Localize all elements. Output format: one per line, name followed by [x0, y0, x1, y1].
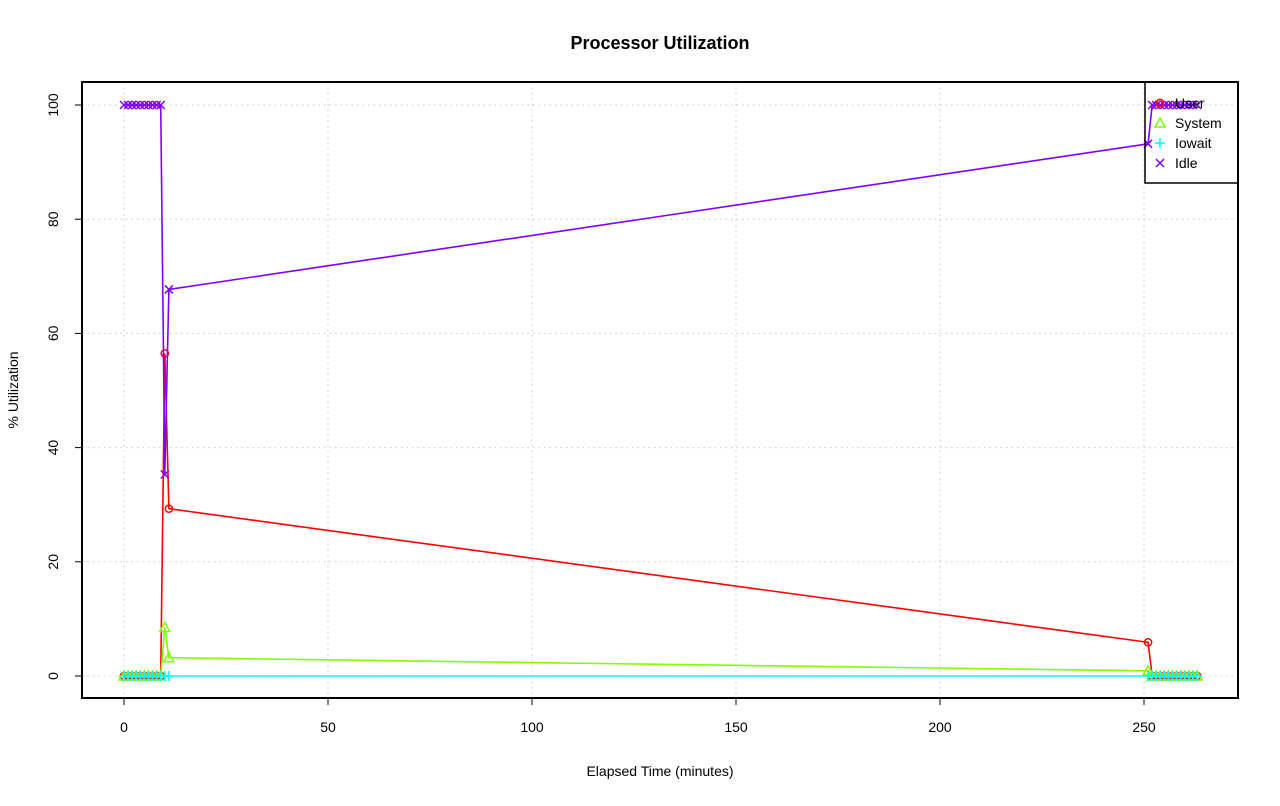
- legend-marker-user: [1155, 98, 1165, 108]
- data-point-user: [1143, 637, 1153, 647]
- data-point-idle: [143, 100, 154, 110]
- data-point-user: [160, 349, 170, 358]
- data-point-idle: [139, 100, 149, 110]
- legend-label-system: System: [1175, 115, 1222, 131]
- y-tick-label: 80: [45, 211, 61, 227]
- data-point-iowait: [1192, 671, 1203, 681]
- y-tick-label: 100: [45, 93, 61, 117]
- data-point-idle: [1172, 100, 1182, 110]
- data-point-idle: [123, 100, 133, 110]
- y-tick-label: 0: [45, 672, 61, 680]
- data-point-idle: [127, 100, 137, 110]
- series-line-user: [124, 353, 1198, 677]
- series-iowait: [119, 671, 1203, 681]
- legend-label-user: User: [1175, 95, 1205, 111]
- grid: [82, 82, 1238, 698]
- series-line-system: [124, 627, 1198, 677]
- data-point-idle: [1176, 100, 1186, 110]
- legend-label-iowait: Iowait: [1175, 135, 1212, 151]
- x-tick-label: 150: [724, 719, 748, 735]
- data-point-user: [164, 504, 174, 514]
- series-idle: [119, 100, 1202, 479]
- legend-box: [1144, 81, 1239, 184]
- data-point-idle: [135, 100, 145, 110]
- y-tick-label: 20: [45, 554, 61, 570]
- plot-frame: [81, 81, 1239, 699]
- data-point-idle: [1188, 100, 1198, 110]
- legend-marker-idle: [1155, 158, 1165, 168]
- data-point-idle: [160, 469, 170, 479]
- data-point-idle: [152, 100, 162, 110]
- data-point-idle: [1180, 100, 1190, 110]
- data-point-idle: [1184, 100, 1194, 110]
- series-line-idle: [124, 104, 1198, 475]
- data-point-system: [162, 651, 176, 663]
- chart-title: Processor Utilization: [570, 33, 749, 53]
- x-tick-label: 0: [120, 719, 128, 735]
- x-tick-label: 50: [320, 719, 336, 735]
- legend: User System Iowait Idle: [1144, 81, 1239, 184]
- series-group: [117, 100, 1204, 681]
- legend-label-idle: Idle: [1175, 155, 1198, 171]
- data-point-idle: [156, 100, 166, 110]
- data-point-idle: [1147, 100, 1157, 110]
- x-tick-label: 250: [1132, 719, 1156, 735]
- data-point-idle: [1168, 100, 1178, 110]
- axes: 0 50 100 150 200 250 0 20 40 60 80 100: [45, 93, 1156, 735]
- data-point-idle: [1159, 100, 1169, 110]
- y-tick-label: 40: [45, 440, 61, 456]
- data-point-idle: [1163, 100, 1174, 110]
- series-user: [119, 349, 1202, 681]
- x-tick-label: 100: [520, 719, 544, 735]
- x-axis-label: Elapsed Time (minutes): [586, 763, 733, 779]
- x-tick-label: 200: [928, 719, 952, 735]
- y-axis-label: % Utilization: [5, 351, 21, 428]
- legend-marker-system: [1153, 116, 1167, 128]
- data-point-iowait: [163, 671, 174, 681]
- series-system: [117, 620, 1204, 681]
- data-point-system: [158, 620, 172, 633]
- y-tick-label: 60: [45, 325, 61, 341]
- data-point-idle: [131, 100, 141, 110]
- data-point-idle: [164, 284, 174, 294]
- data-point-idle: [119, 100, 129, 110]
- legend-marker-iowait: [1155, 138, 1165, 148]
- data-point-idle: [1192, 100, 1202, 110]
- data-point-idle: [148, 100, 158, 110]
